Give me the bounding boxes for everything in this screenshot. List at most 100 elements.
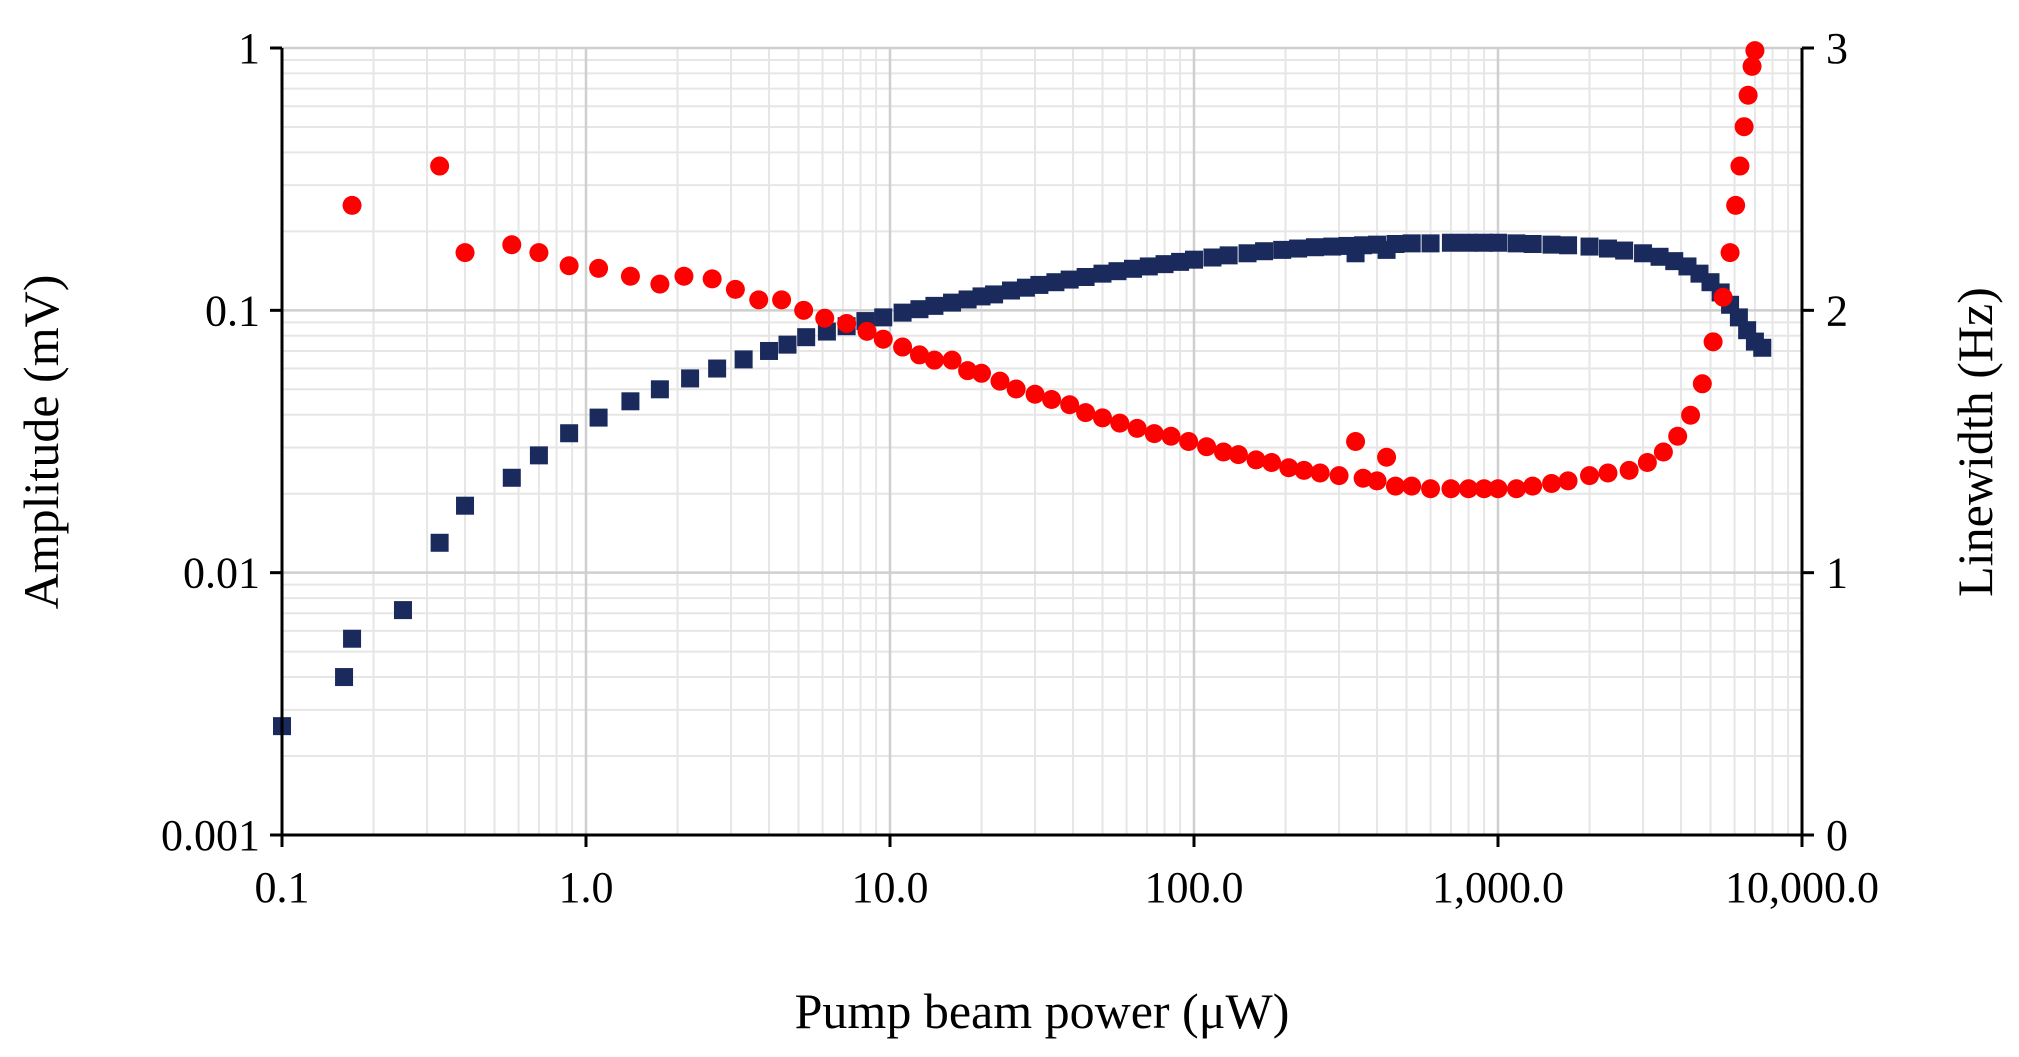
y-left-tick-label: 0.001 [161, 811, 260, 860]
amplitude-point [1441, 233, 1460, 252]
linewidth-point [1367, 471, 1387, 491]
linewidth-point [1488, 479, 1508, 499]
linewidth-point [990, 371, 1010, 391]
linewidth-point [1681, 405, 1701, 425]
linewidth-point [1042, 390, 1062, 410]
linewidth-point [559, 256, 579, 276]
amplitude-point [430, 533, 449, 552]
linewidth-point [1110, 413, 1130, 433]
grid-minor [282, 48, 1802, 835]
plot-area [282, 48, 1802, 835]
linewidth-point [1144, 424, 1164, 444]
amplitude-point [1489, 233, 1507, 252]
linewidth-point [589, 258, 609, 278]
linewidth-point [650, 274, 670, 294]
amplitude-point [393, 601, 412, 620]
linewidth-point [794, 300, 814, 320]
amplitude-point [1421, 234, 1440, 253]
linewidth-point [924, 350, 944, 370]
linewidth-point [1558, 471, 1578, 491]
amplitude-point [1559, 236, 1578, 255]
linewidth-point [1474, 479, 1494, 499]
amplitude-point [1108, 262, 1127, 281]
linewidth-point [1329, 466, 1349, 486]
amplitude-point [925, 296, 944, 315]
amplitude-point [335, 668, 354, 687]
linewidth-point [1523, 476, 1543, 496]
amplitude-point [1076, 267, 1095, 286]
linewidth-point [1441, 479, 1461, 499]
linewidth-point [972, 363, 992, 383]
linewidth-point [1738, 85, 1758, 105]
amplitude-point [893, 303, 912, 322]
linewidth-point [1653, 442, 1673, 462]
linewidth-point [725, 279, 745, 299]
linewidth-point [1720, 243, 1740, 263]
amplitude-point [1459, 233, 1478, 252]
amplitude-point [1255, 242, 1274, 261]
linewidth-point [837, 313, 857, 333]
linewidth-point [1734, 117, 1754, 137]
amplitude-point [958, 290, 977, 309]
linewidth-point [702, 269, 722, 289]
amplitude-point [1650, 247, 1669, 266]
linewidth-point [1580, 466, 1600, 486]
amplitude-point [1580, 237, 1599, 256]
y-left-axis-title: Amplitude (mV) [13, 275, 69, 610]
y-right-tick-label: 3 [1826, 24, 1848, 73]
y-left-tick-labels: 0.001 0.01 0.1 1 [161, 24, 260, 860]
amplitude-point [1323, 237, 1342, 256]
amplitude-point [1289, 239, 1308, 258]
linewidth-point [1246, 450, 1266, 470]
amplitude-point [708, 359, 727, 378]
linewidth-point [1692, 374, 1712, 394]
amplitude-point [1305, 238, 1324, 257]
amplitude-point [1598, 239, 1617, 258]
linewidth-point [1025, 384, 1045, 404]
linewidth-point [1619, 460, 1639, 480]
amplitude-point [502, 468, 521, 487]
amplitude-point [650, 380, 669, 399]
axes [270, 46, 1814, 847]
linewidth-point [1637, 452, 1657, 472]
amplitude-point [621, 392, 640, 411]
amplitude-point [910, 300, 929, 319]
amplitude-point [1542, 235, 1561, 254]
y-left-tick-label: 0.01 [183, 549, 260, 598]
linewidth-point [1402, 476, 1422, 496]
linewidth-point [857, 321, 877, 341]
amplitude-point [589, 408, 608, 427]
y-left-tick-label: 1 [238, 24, 260, 73]
linewidth-point [1213, 442, 1233, 462]
linewidth-point [1346, 432, 1366, 451]
y-right-axis-title: Linewidth (Hz) [1947, 287, 2003, 597]
linewidth-point [1730, 156, 1750, 176]
x-tick-label: 100.0 [1145, 863, 1244, 912]
amplitude-point [1238, 244, 1257, 263]
amplitude-point [1123, 259, 1142, 278]
amplitude-point [943, 293, 962, 312]
x-tick-label: 10.0 [852, 863, 929, 912]
amplitude-point [1354, 236, 1373, 255]
linewidth-point [1385, 476, 1405, 496]
amplitude-point [985, 285, 1004, 304]
amplitude-point [1139, 257, 1158, 276]
linewidth-point [620, 266, 640, 286]
amplitude-point [1386, 235, 1405, 254]
amplitude-point [1093, 264, 1112, 283]
amplitude-point [1273, 240, 1292, 259]
linewidth-point [1228, 445, 1248, 465]
y-right-tick-label: 1 [1826, 549, 1848, 598]
linewidth-point [1262, 452, 1282, 472]
linewidth-point [1076, 403, 1096, 423]
linewidth-point [529, 243, 549, 263]
amplitude-point [529, 446, 548, 465]
linewidth-point [873, 329, 893, 349]
x-tick-label: 0.1 [255, 863, 310, 912]
amplitude-point [1475, 233, 1494, 252]
amplitude-point [1615, 241, 1634, 260]
linewidth-point [1294, 460, 1314, 480]
amplitude-point [681, 369, 700, 388]
amplitude-point [1046, 273, 1065, 292]
